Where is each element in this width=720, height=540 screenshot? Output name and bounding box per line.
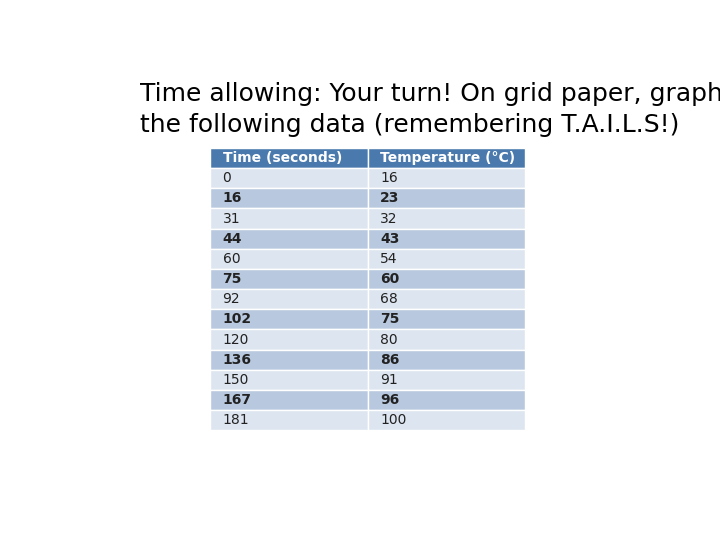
FancyBboxPatch shape — [368, 208, 526, 228]
FancyBboxPatch shape — [368, 269, 526, 289]
FancyBboxPatch shape — [210, 228, 368, 249]
FancyBboxPatch shape — [210, 390, 368, 410]
Text: 75: 75 — [222, 272, 242, 286]
Text: 60: 60 — [222, 252, 240, 266]
Text: 80: 80 — [380, 333, 398, 347]
FancyBboxPatch shape — [210, 208, 368, 228]
FancyBboxPatch shape — [368, 309, 526, 329]
Text: 96: 96 — [380, 393, 400, 407]
Text: 136: 136 — [222, 353, 251, 367]
Text: 68: 68 — [380, 292, 398, 306]
Text: 100: 100 — [380, 413, 407, 427]
FancyBboxPatch shape — [210, 148, 368, 168]
Text: 86: 86 — [380, 353, 400, 367]
FancyBboxPatch shape — [368, 289, 526, 309]
Text: Time (seconds): Time (seconds) — [222, 151, 342, 165]
Text: 92: 92 — [222, 292, 240, 306]
FancyBboxPatch shape — [368, 188, 526, 208]
Text: 181: 181 — [222, 413, 249, 427]
FancyBboxPatch shape — [368, 249, 526, 269]
FancyBboxPatch shape — [210, 370, 368, 390]
FancyBboxPatch shape — [210, 168, 368, 188]
FancyBboxPatch shape — [210, 289, 368, 309]
Text: 16: 16 — [222, 191, 242, 205]
Text: 44: 44 — [222, 232, 242, 246]
FancyBboxPatch shape — [368, 349, 526, 370]
Text: 54: 54 — [380, 252, 397, 266]
FancyBboxPatch shape — [368, 390, 526, 410]
FancyBboxPatch shape — [210, 188, 368, 208]
FancyBboxPatch shape — [210, 309, 368, 329]
FancyBboxPatch shape — [368, 329, 526, 349]
Text: 102: 102 — [222, 312, 252, 326]
Text: Temperature (°C): Temperature (°C) — [380, 151, 516, 165]
FancyBboxPatch shape — [368, 410, 526, 430]
FancyBboxPatch shape — [368, 228, 526, 249]
Text: 31: 31 — [222, 212, 240, 226]
FancyBboxPatch shape — [210, 410, 368, 430]
Text: 43: 43 — [380, 232, 400, 246]
Text: 60: 60 — [380, 272, 400, 286]
Text: 75: 75 — [380, 312, 400, 326]
Text: 91: 91 — [380, 373, 398, 387]
Text: 150: 150 — [222, 373, 249, 387]
Text: 32: 32 — [380, 212, 397, 226]
FancyBboxPatch shape — [368, 168, 526, 188]
Text: 23: 23 — [380, 191, 400, 205]
FancyBboxPatch shape — [368, 148, 526, 168]
FancyBboxPatch shape — [210, 249, 368, 269]
FancyBboxPatch shape — [210, 269, 368, 289]
Text: the following data (remembering T.A.I.L.S!): the following data (remembering T.A.I.L.… — [140, 113, 680, 137]
Text: 0: 0 — [222, 171, 231, 185]
FancyBboxPatch shape — [210, 349, 368, 370]
Text: 120: 120 — [222, 333, 249, 347]
Text: Time allowing: Your turn! On grid paper, graph: Time allowing: Your turn! On grid paper,… — [140, 82, 720, 106]
FancyBboxPatch shape — [368, 370, 526, 390]
FancyBboxPatch shape — [210, 329, 368, 349]
Text: 167: 167 — [222, 393, 251, 407]
Text: 16: 16 — [380, 171, 398, 185]
